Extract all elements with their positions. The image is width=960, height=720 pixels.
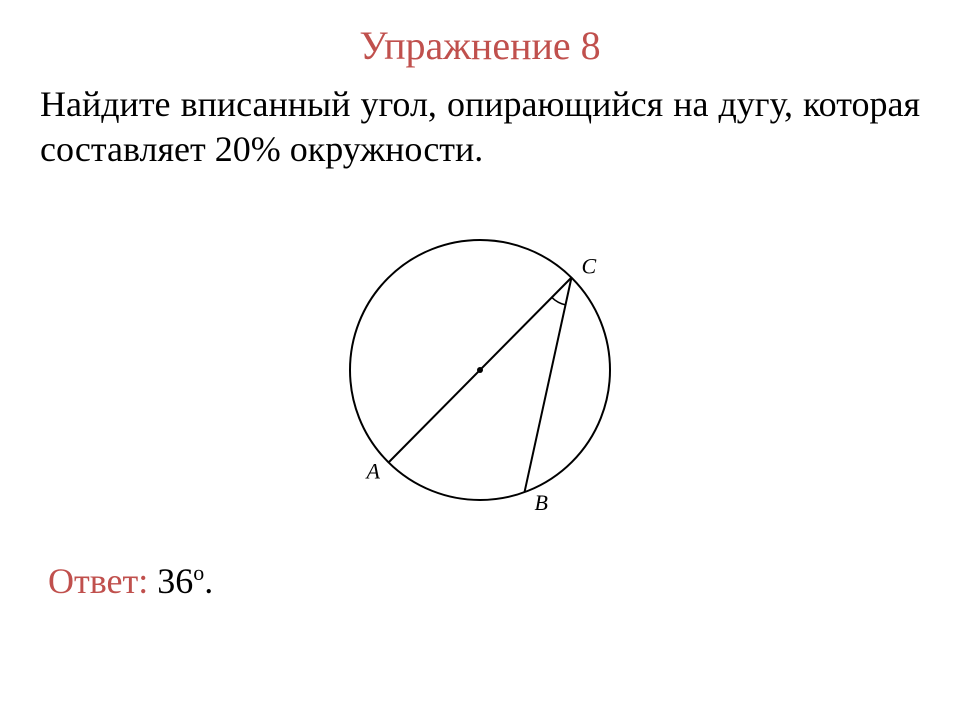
slide: Упражнение 8 Найдите вписанный угол, опи… bbox=[0, 0, 960, 720]
problem-statement: Найдите вписанный угол, опирающийся на д… bbox=[40, 82, 920, 172]
answer-line: Ответ: 36о. bbox=[48, 560, 213, 602]
svg-text:A: A bbox=[365, 459, 381, 484]
answer-degree: о bbox=[193, 560, 204, 585]
answer-suffix: . bbox=[204, 561, 213, 601]
answer-value: 36 bbox=[157, 561, 193, 601]
answer-label: Ответ: bbox=[48, 561, 148, 601]
geometry-figure: A B C bbox=[0, 210, 960, 535]
svg-text:C: C bbox=[582, 254, 597, 279]
circle-diagram: A B C bbox=[310, 210, 650, 530]
svg-text:B: B bbox=[535, 490, 548, 515]
exercise-title: Упражнение 8 bbox=[0, 22, 960, 69]
